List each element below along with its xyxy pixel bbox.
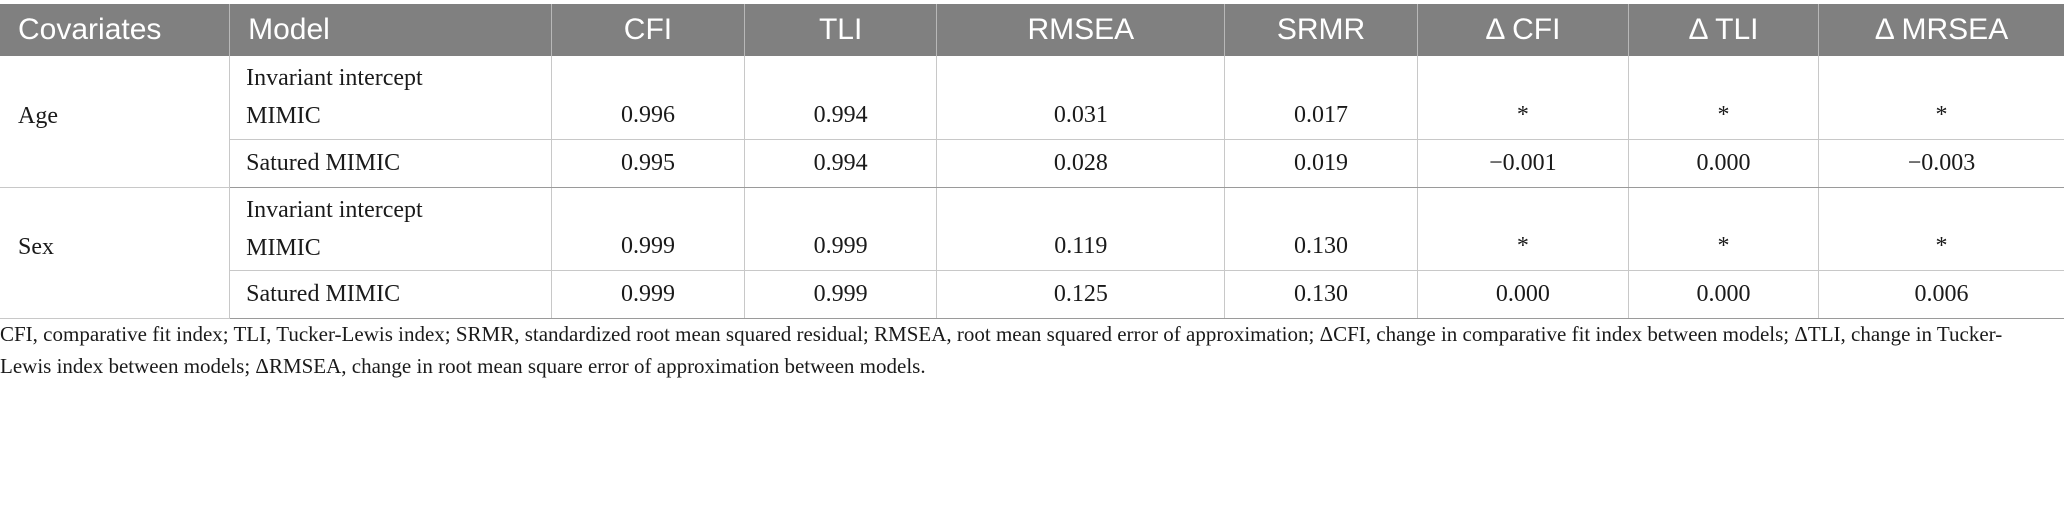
model-cell: Satured MIMIC [229,270,552,319]
model-name-line2: MIMIC [246,234,321,261]
rmsea-cell: 0.119 [936,187,1225,271]
header-cfi: CFI [551,4,745,56]
delta-rmsea-cell: * [1818,56,2064,140]
delta-cfi-cell: 0.000 [1416,270,1629,319]
delta-rmsea-cell: 0.006 [1818,270,2064,319]
delta-tli-cell: * [1627,187,1819,271]
tli-cell: 0.999 [743,270,937,319]
delta-tli-cell: 0.000 [1627,270,1819,319]
srmr-cell: 0.130 [1224,270,1418,319]
model-fit-table: Covariates Model CFI TLI RMSEA SRMR Δ CF… [0,4,2064,319]
model-cell: Invariant intercept MIMIC [229,56,552,140]
delta-tli-cell: 0.000 [1627,139,1819,188]
tli-cell: 0.994 [743,139,937,188]
header-srmr: SRMR [1224,4,1418,56]
model-name-line1: Invariant intercept [246,65,423,92]
header-delta-cfi: Δ CFI [1416,4,1629,56]
header-tli: TLI [743,4,937,56]
model-name-line1: Invariant intercept [246,196,423,223]
srmr-cell: 0.017 [1224,56,1418,140]
model-cell: Invariant intercept MIMIC [229,187,552,271]
delta-rmsea-cell: −0.003 [1818,139,2064,188]
covariate-cell: Sex [0,187,230,319]
cfi-cell: 0.999 [551,187,745,271]
cfi-cell: 0.996 [551,56,745,140]
delta-cfi-cell: * [1416,187,1629,271]
delta-cfi-cell: * [1416,56,1629,140]
table-row: Satured MIMIC 0.999 0.999 0.125 0.130 0.… [0,270,2064,319]
table-footnote: CFI, comparative fit index; TLI, Tucker-… [0,322,2003,378]
cfi-cell: 0.999 [551,270,745,319]
covariate-cell: Age [0,56,230,188]
rmsea-cell: 0.031 [936,56,1225,140]
header-delta-tli: Δ TLI [1627,4,1819,56]
model-name-line2: MIMIC [246,103,321,130]
delta-rmsea-cell: * [1818,187,2064,271]
srmr-cell: 0.130 [1224,187,1418,271]
fit-table-container: Covariates Model CFI TLI RMSEA SRMR Δ CF… [0,4,2068,319]
tli-cell: 0.994 [743,56,937,140]
model-cell: Satured MIMIC [229,139,552,188]
srmr-cell: 0.019 [1224,139,1418,188]
delta-cfi-cell: −0.001 [1416,139,1629,188]
table-row: Sex Invariant intercept MIMIC 0.999 0.99… [0,187,2064,319]
header-model: Model [229,4,552,56]
table-row: Age Invariant intercept MIMIC 0.996 0.99… [0,56,2064,188]
header-covariates: Covariates [0,4,230,56]
rmsea-cell: 0.125 [936,270,1225,319]
tli-cell: 0.999 [743,187,937,271]
delta-tli-cell: * [1627,56,1819,140]
rmsea-cell: 0.028 [936,139,1225,188]
cfi-cell: 0.995 [551,139,745,188]
header-rmsea: RMSEA [936,4,1225,56]
table-row: Satured MIMIC 0.995 0.994 0.028 0.019 −0… [0,139,2064,188]
header-row: Covariates Model CFI TLI RMSEA SRMR Δ CF… [0,4,2064,56]
header-delta-rmsea: Δ MRSEA [1818,4,2064,56]
